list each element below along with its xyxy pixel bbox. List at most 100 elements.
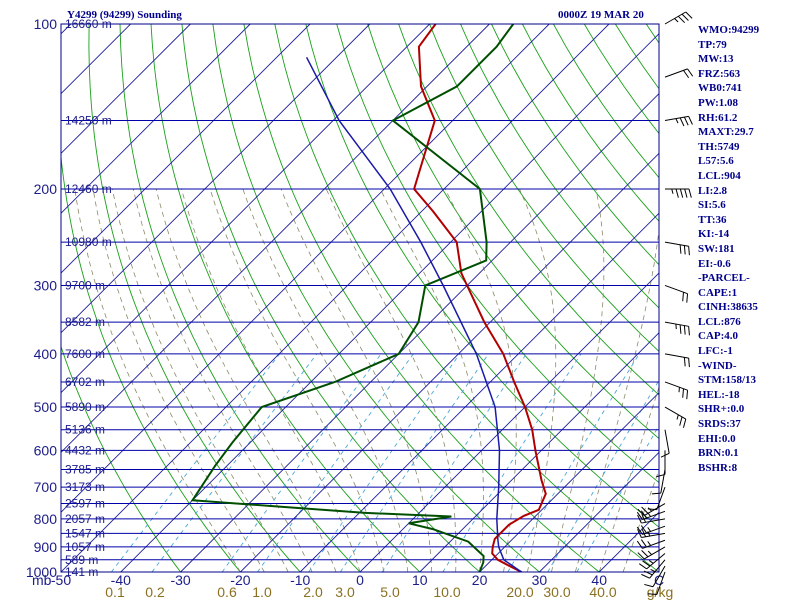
wind-barb: [664, 11, 693, 25]
index-item: EHI:0.0: [698, 432, 736, 445]
mixing-ratio-label: 2.0: [303, 584, 323, 600]
height-label: 1547 m: [65, 526, 105, 540]
mixing-ratio-label: 0.1: [105, 584, 125, 600]
pressure-tick-label: 500: [34, 399, 58, 415]
wind-barb: [656, 450, 666, 478]
height-label: 5136 m: [65, 423, 105, 437]
index-item: LCL:876: [698, 315, 741, 328]
mixing-ratio-line: [111, 353, 281, 572]
pressure-tick-label: 300: [34, 277, 58, 293]
wind-barb: [647, 571, 666, 596]
wind-barb: [637, 528, 666, 538]
mixing-ratio-unit: g/kg: [647, 584, 673, 600]
index-item: MAXT:29.7: [698, 126, 754, 139]
height-label: 12460 m: [65, 182, 112, 196]
wind-barb: [638, 553, 666, 570]
index-item: TH:5749: [698, 140, 740, 153]
mixing-ratio-line: [151, 353, 318, 572]
height-label: 9700 m: [65, 278, 105, 292]
moist-adiabat: [519, 188, 557, 572]
height-label: 2597 m: [65, 497, 105, 511]
moist-adiabat: [132, 188, 313, 572]
wind-barb: [637, 546, 666, 560]
mixing-ratio-label: 0.6: [217, 584, 237, 600]
mixing-ratio-label: 3.0: [335, 584, 355, 600]
skewed-isotherm: [61, 24, 371, 334]
wind-barb: [637, 513, 666, 524]
index-item: STM:158/13: [698, 374, 757, 387]
moist-adiabat: [280, 188, 433, 572]
moist-adiabat: [181, 188, 361, 572]
temperature-tick-label: 30: [532, 572, 548, 588]
pressure-tick-label: 700: [34, 479, 58, 495]
wind-barb: [636, 510, 666, 521]
dewpoint-profile: [190, 24, 515, 572]
mixing-ratio-line: [381, 353, 527, 572]
y-axis-label: mb: [32, 572, 52, 588]
skewed-isotherm: [180, 92, 659, 572]
skewed-isotherm: [120, 33, 659, 572]
height-label: 6702 m: [65, 375, 105, 389]
plot-frame: [60, 23, 660, 573]
moist-adiabat: [325, 188, 457, 572]
skewed-isotherm: [61, 24, 550, 513]
skewed-isotherm: [61, 24, 610, 572]
wind-barb: [664, 321, 690, 336]
index-item: WMO:94299: [698, 24, 760, 36]
moist-adiabat: [92, 188, 265, 572]
mixing-ratio-line: [308, 353, 461, 572]
index-item: BSHR:8: [698, 461, 738, 474]
mixing-ratio-line: [507, 353, 640, 572]
temperature-profile: [412, 24, 547, 572]
index-item: -WIND-: [698, 359, 737, 372]
wind-barb: [636, 539, 666, 549]
mixing-ratio-label: 1.0: [252, 584, 272, 600]
parcel-profile: [305, 56, 522, 572]
index-item: FRZ:563: [698, 67, 741, 80]
index-item: CAPE:1: [698, 286, 738, 299]
station-title: Y4299 (94299) Sounding: [67, 9, 182, 21]
valid-time: 0000Z 19 MAR 20: [558, 9, 644, 21]
height-label: 3785 m: [65, 462, 105, 476]
mixing-ratio-label: 0.2: [145, 584, 165, 600]
index-item: SW:181: [698, 242, 735, 255]
index-item: TP:79: [698, 38, 727, 51]
index-item: SI:5.6: [698, 199, 726, 212]
pressure-tick-label: 200: [34, 181, 58, 197]
wind-barb: [664, 381, 689, 400]
temperature-tick-label: -40: [111, 572, 131, 588]
temperature-tick-label: -20: [230, 572, 250, 588]
index-item: EI:-0.6: [698, 257, 731, 270]
index-item: KI:-14: [698, 228, 730, 241]
wind-barb: [644, 565, 666, 588]
index-item: LFC:-1: [698, 345, 733, 358]
skewed-isotherm: [61, 24, 430, 394]
moist-adiabat: [74, 188, 241, 572]
height-label: 5890 m: [65, 400, 105, 414]
plot-area: [61, 24, 659, 572]
height-label: 4432 m: [65, 443, 105, 457]
mixing-ratio-line: [547, 379, 659, 572]
mixing-ratio-line: [257, 353, 414, 572]
height-label: 7600 m: [65, 347, 105, 361]
height-label: 14250 m: [65, 113, 112, 127]
wind-barb: [636, 525, 666, 535]
pressure-tick-label: 1000: [26, 564, 57, 580]
mixing-ratio-label: 20.0: [506, 584, 533, 600]
skewed-isotherm: [61, 24, 191, 155]
index-item: PW:1.08: [698, 96, 739, 109]
skewed-isotherm: [299, 212, 659, 572]
wind-barb: [664, 68, 694, 79]
height-label: 2057 m: [65, 512, 105, 526]
height-label: 3173 m: [65, 480, 105, 494]
index-item: WB0:741: [698, 82, 742, 95]
skewed-isotherm: [539, 451, 659, 572]
wind-barb: [641, 559, 666, 579]
skewed-isotherm: [419, 332, 659, 572]
temperature-tick-label: -50: [51, 572, 71, 588]
height-label: 10980 m: [65, 235, 112, 249]
index-item: SHR+:0.0: [698, 403, 745, 416]
temperature-tick-label: 20: [472, 572, 488, 588]
